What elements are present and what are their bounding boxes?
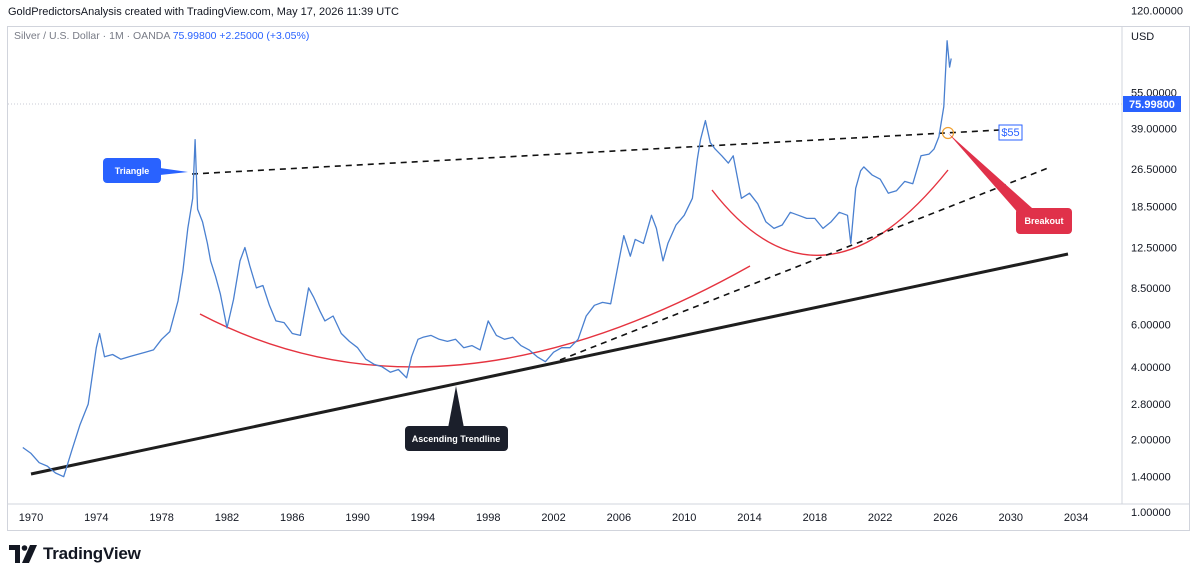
y-tick-label: 1.00000 — [1131, 507, 1171, 519]
triangle-callout-box — [103, 158, 161, 183]
x-tick-label: 2030 — [999, 512, 1023, 524]
y-tick-label: 39.00000 — [1131, 123, 1177, 135]
x-tick-label: 1998 — [476, 512, 500, 524]
y-tick-label: 1.40000 — [1131, 472, 1171, 484]
x-tick-label: 1982 — [215, 512, 239, 524]
tradingview-logo[interactable]: TradingView — [9, 544, 141, 564]
trendline-callout-pointer — [448, 386, 464, 428]
last-price-badge — [1123, 96, 1181, 112]
annotations[interactable] — [30, 129, 1069, 476]
x-tick-label: 1978 — [149, 512, 173, 524]
x-tick-label: 2014 — [737, 512, 761, 524]
tradingview-logo-icon — [9, 545, 37, 563]
x-tick-label: 2002 — [541, 512, 565, 524]
x-tick-label: 2022 — [868, 512, 892, 524]
currency-label: USD — [1131, 31, 1154, 43]
x-tick-label: 2010 — [672, 512, 696, 524]
y-tick-label: 18.50000 — [1131, 201, 1177, 213]
rounding-bottom-curve — [199, 265, 751, 368]
x-tick-label: 2026 — [933, 512, 957, 524]
x-tick-label: 1974 — [84, 512, 108, 524]
y-tick-label: 6.00000 — [1131, 319, 1171, 331]
y-tick-label: 8.50000 — [1131, 283, 1171, 295]
chart-frame — [7, 26, 1190, 531]
y-tick-label: 12.50000 — [1131, 243, 1177, 255]
x-tick-label: 1994 — [411, 512, 435, 524]
last-price-badge-label: 75.99800 — [1129, 99, 1175, 111]
legend-symbol: Silver / U.S. Dollar · 1M · OANDA — [14, 30, 170, 42]
tradingview-wordmark: TradingView — [43, 544, 141, 563]
cup-curve — [711, 169, 949, 257]
x-tick-label: 2006 — [607, 512, 631, 524]
overlays: Triangle Breakout Ascending Trendline $55 75… — [103, 96, 1181, 451]
trendline-callout-box — [405, 426, 508, 451]
level-55-label: $55 — [1001, 127, 1019, 139]
y-tick-label: 26.50000 — [1131, 164, 1177, 176]
legend-last-price: 75.99800 — [172, 30, 217, 42]
dashed-resistance-line — [191, 129, 1001, 175]
ascending-trendline — [30, 252, 1069, 476]
breakout-callout-label: Breakout — [1024, 216, 1063, 226]
trendline-callout-label: Ascending Trendline — [412, 434, 501, 444]
axis-ticks: 1970 1974 1978 1982 1986 1990 1994 1998 2002 2006… — [19, 6, 1183, 524]
symbol-legend: Silver / U.S. Dollar · 1M · OANDA 75.998… — [14, 30, 309, 42]
level-55-box — [998, 124, 1023, 141]
breakout-callout-pointer — [948, 133, 1032, 215]
x-tick-label: 1986 — [280, 512, 304, 524]
price-axis[interactable]: USD — [1121, 27, 1154, 504]
x-tick-label: 1970 — [19, 512, 43, 524]
y-tick-label: 120.00000 — [1131, 6, 1183, 18]
y-tick-label: 4.00000 — [1131, 362, 1171, 374]
chart-header-title: GoldPredictorsAnalysis created with Trad… — [8, 6, 399, 18]
y-tick-label: 2.00000 — [1131, 434, 1171, 446]
breakout-point-marker — [941, 126, 955, 140]
y-tick-label: 2.80000 — [1131, 399, 1171, 411]
breakout-callout-box — [1016, 208, 1072, 234]
triangle-callout-label: Triangle — [115, 166, 150, 176]
dashed-support-line — [559, 167, 1049, 361]
price-series[interactable] — [22, 40, 952, 478]
silver-price-line[interactable] — [22, 40, 952, 478]
x-tick-label: 2018 — [803, 512, 827, 524]
legend-change: +2.25000 (+3.05%) — [219, 30, 310, 42]
x-tick-label: 1990 — [345, 512, 369, 524]
x-tick-label: 2034 — [1064, 512, 1088, 524]
